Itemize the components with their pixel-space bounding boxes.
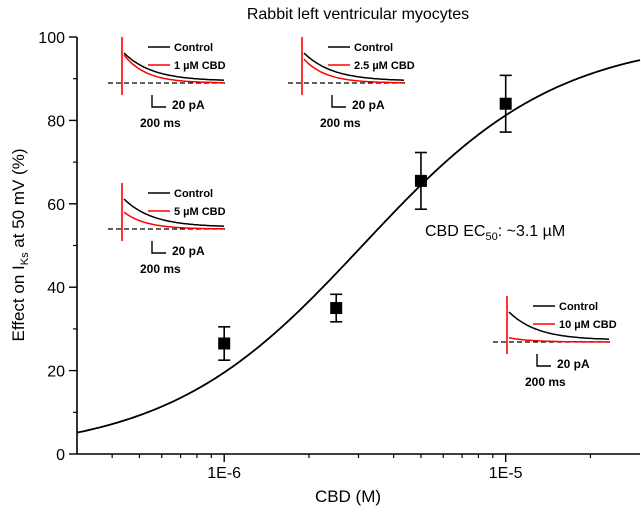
inset-scale-time: 200 ms: [140, 116, 181, 130]
y-tick-label: 20: [47, 364, 65, 381]
inset-control-trace: [123, 198, 225, 227]
inset-drug-trace: [123, 54, 224, 84]
plot-area: 0 20 40 60 80 100 1E-6 1E-5: [38, 30, 640, 482]
inset-control-trace: [508, 311, 610, 340]
inset-control-trace: [123, 52, 225, 81]
inset-3: Control 5 µM CBD 20 pA 200 ms: [108, 183, 226, 276]
inset-drug-trace: [508, 337, 610, 343]
inset-legend-control: Control: [174, 188, 213, 200]
inset-legend-drug: 2.5 µM CBD: [354, 60, 415, 72]
inset-legend-control: Control: [354, 42, 393, 54]
inset-scale-current: 20 pA: [557, 357, 590, 371]
inset-scale-bar: [331, 95, 346, 108]
square-marker: [218, 337, 231, 350]
inset-control-trace: [303, 52, 405, 81]
inset-scale-time: 200 ms: [320, 116, 361, 130]
fit-layer: [76, 59, 641, 434]
hill-fit-curve: [76, 59, 641, 434]
inset-4: Control 10 µM CBD 20 pA 200 ms: [493, 296, 617, 389]
inset-scale-current: 20 pA: [352, 98, 385, 112]
inset-legend-control: Control: [559, 301, 598, 313]
ec50-annotation: CBD EC50: ~3.1 µM: [425, 223, 565, 243]
inset-scale-bar: [151, 95, 166, 108]
inset-legend-drug: 5 µM CBD: [174, 206, 226, 218]
inset-legend-control: Control: [174, 42, 213, 54]
square-marker: [499, 97, 512, 110]
inset-1: Control 1 µM CBD 20 pA 200 ms: [108, 37, 226, 130]
inset-scale-bar: [536, 354, 551, 367]
inset-2: Control 2.5 µM CBD 20 pA 200 ms: [288, 37, 415, 130]
x-tick-label: 1E-6: [207, 465, 241, 482]
y-tick-label: 0: [56, 447, 65, 464]
inset-legend-drug: 10 µM CBD: [559, 319, 617, 331]
y-tick-label: 60: [47, 197, 65, 214]
y-axis-title: Effect on IKs at 50 mV (%): [9, 149, 31, 342]
data-point: [414, 151, 427, 211]
data-point: [218, 326, 231, 361]
insets: Control 1 µM CBD 20 pA 200 ms Control 2.5 µM …: [108, 37, 617, 389]
inset-scale-current: 20 pA: [172, 98, 205, 112]
square-marker: [330, 302, 343, 315]
inset-scale-current: 20 pA: [172, 244, 205, 258]
inset-drug-trace: [303, 58, 404, 84]
x-tick-label: 1E-5: [489, 465, 523, 482]
x-axis-title: CBD (M): [315, 487, 381, 506]
data-points: [218, 74, 512, 361]
y-tick-label: 80: [47, 113, 65, 130]
inset-scale-time: 200 ms: [140, 262, 181, 276]
inset-legend-drug: 1 µM CBD: [174, 60, 226, 72]
data-point: [330, 293, 343, 323]
inset-drug-trace: [123, 211, 224, 230]
chart-title: Rabbit left ventricular myocytes: [247, 6, 469, 23]
square-marker: [414, 174, 427, 187]
inset-scale-bar: [151, 241, 166, 254]
y-tick-label: 40: [47, 280, 65, 297]
inset-scale-time: 200 ms: [525, 375, 566, 389]
y-tick-label: 100: [38, 30, 65, 47]
data-point: [499, 74, 512, 133]
